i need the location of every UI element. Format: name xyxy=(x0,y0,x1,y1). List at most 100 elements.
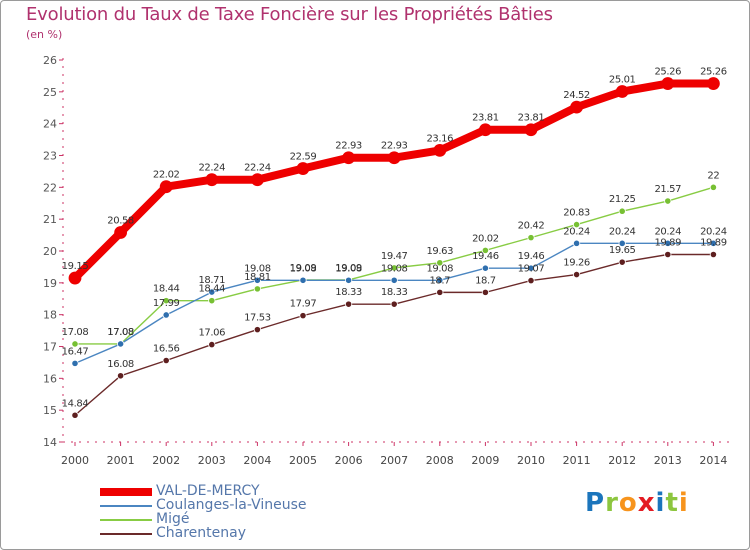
data-point-val-de-mercy xyxy=(205,173,219,187)
y-tick-label: 23 xyxy=(43,150,57,163)
data-label-coulanges: 19.46 xyxy=(472,251,499,262)
y-tick-label: 19 xyxy=(43,277,57,290)
data-label-val-de-mercy: 19.15 xyxy=(62,261,89,272)
data-point-mige xyxy=(481,246,489,254)
legend-swatch xyxy=(100,533,152,535)
data-point-val-de-mercy xyxy=(159,180,173,194)
data-point-coulanges xyxy=(344,276,353,284)
logo-letter: P xyxy=(585,488,606,518)
data-label-coulanges: 20.24 xyxy=(609,226,636,237)
data-label-mige: 19.63 xyxy=(426,246,453,257)
data-point-coulanges xyxy=(572,239,581,247)
data-label-charentenay: 18.7 xyxy=(475,275,496,286)
data-point-val-de-mercy xyxy=(433,144,447,157)
data-label-charentenay: 19.89 xyxy=(654,238,681,249)
data-point-coulanges xyxy=(481,264,489,272)
data-point-coulanges xyxy=(253,276,261,284)
data-label-charentenay: 18.33 xyxy=(381,287,408,298)
data-label-charentenay: 16.56 xyxy=(153,344,180,355)
x-tick-label: 2006 xyxy=(335,454,363,467)
y-tick-label: 17 xyxy=(43,341,57,354)
data-point-coulanges xyxy=(208,288,216,296)
data-label-coulanges: 19.46 xyxy=(518,251,545,262)
legend-label: VAL-DE-MERCY xyxy=(156,483,260,499)
data-label-coulanges: 19.08 xyxy=(290,263,317,274)
legend-label: Migé xyxy=(156,511,190,527)
data-point-charentenay xyxy=(572,270,581,279)
data-point-mige xyxy=(664,197,672,205)
data-label-coulanges: 19.08 xyxy=(335,263,362,274)
data-label-mige: 18.44 xyxy=(198,284,225,295)
data-label-val-de-mercy: 22.93 xyxy=(335,141,362,152)
x-tick-label: 2001 xyxy=(107,454,135,467)
x-tick-label: 2009 xyxy=(471,454,499,467)
legend-item-charentenay: Charentenay xyxy=(100,525,360,541)
logo-letter: x xyxy=(637,488,656,518)
data-label-coulanges: 19.08 xyxy=(381,263,408,274)
data-point-coulanges xyxy=(709,239,718,247)
logo-letter: o xyxy=(618,488,638,518)
data-label-val-de-mercy: 24.52 xyxy=(563,90,590,101)
logo-letter: i xyxy=(655,488,666,518)
data-point-coulanges xyxy=(162,311,170,319)
data-label-val-de-mercy: 23.81 xyxy=(518,113,545,124)
data-point-charentenay xyxy=(117,372,125,380)
data-label-charentenay: 17.06 xyxy=(198,328,225,339)
chart-title: Evolution du Taux de Taxe Foncière sur l… xyxy=(26,4,553,25)
data-point-mige xyxy=(572,220,581,229)
data-point-val-de-mercy xyxy=(478,123,492,137)
data-point-mige xyxy=(162,297,170,305)
data-label-charentenay: 19.26 xyxy=(563,258,590,269)
data-label-mige: 21.57 xyxy=(654,184,681,195)
data-label-val-de-mercy: 25.26 xyxy=(700,67,727,78)
data-label-coulanges: 17.99 xyxy=(153,298,180,309)
data-label-val-de-mercy: 22.24 xyxy=(198,163,225,174)
data-point-charentenay xyxy=(162,356,170,365)
data-point-charentenay xyxy=(436,288,444,296)
x-tick-label: 2005 xyxy=(289,454,317,467)
logo-letter: r xyxy=(605,488,619,518)
data-label-charentenay: 17.97 xyxy=(290,299,317,310)
data-label-mige: 18.44 xyxy=(153,284,180,295)
data-label-val-de-mercy: 25.26 xyxy=(654,67,681,78)
x-tick-label: 2003 xyxy=(198,454,226,467)
data-label-mige: 20.02 xyxy=(472,233,499,244)
data-label-mige: 19.09 xyxy=(335,263,362,274)
data-point-mige xyxy=(253,285,261,293)
data-point-charentenay xyxy=(709,250,718,259)
data-label-mige: 20.83 xyxy=(563,208,590,219)
data-point-mige xyxy=(618,207,626,215)
data-label-coulanges: 19.08 xyxy=(244,263,271,274)
data-label-mige: 22 xyxy=(707,170,719,181)
data-point-val-de-mercy xyxy=(114,226,127,239)
data-point-coulanges xyxy=(436,276,444,284)
data-label-coulanges: 20.24 xyxy=(563,226,590,237)
data-label-charentenay: 18.33 xyxy=(335,287,362,298)
data-point-val-de-mercy xyxy=(296,162,310,175)
legend: VAL-DE-MERCY Coulanges-la-Vineuse Migé C… xyxy=(100,483,360,541)
data-point-charentenay xyxy=(481,288,489,296)
x-tick-label: 2007 xyxy=(380,454,408,467)
data-label-mige: 20.42 xyxy=(518,221,545,232)
y-tick-label: 25 xyxy=(43,86,57,99)
data-point-coulanges xyxy=(390,276,398,284)
data-label-mige: 21.25 xyxy=(609,194,636,205)
data-label-mige: 19.47 xyxy=(381,251,408,262)
data-point-coulanges xyxy=(71,359,79,367)
data-point-charentenay xyxy=(71,411,79,419)
data-label-coulanges: 16.47 xyxy=(62,346,89,357)
data-point-coulanges xyxy=(664,239,672,247)
y-tick-label: 16 xyxy=(43,372,57,385)
data-label-coulanges: 17.08 xyxy=(107,327,134,338)
data-point-val-de-mercy xyxy=(661,77,675,90)
data-label-mige: 17.08 xyxy=(107,327,134,338)
x-tick-label: 2004 xyxy=(243,454,271,467)
data-label-charentenay: 14.84 xyxy=(62,398,89,409)
y-tick-label: 20 xyxy=(43,245,57,258)
legend-item-val-de-mercy: VAL-DE-MERCY xyxy=(100,483,360,499)
data-label-coulanges: 20.24 xyxy=(654,226,681,237)
data-point-mige xyxy=(390,264,398,272)
data-label-val-de-mercy: 23.16 xyxy=(426,133,453,144)
x-tick-label: 2012 xyxy=(608,454,636,467)
data-label-val-de-mercy: 20.58 xyxy=(107,216,134,227)
